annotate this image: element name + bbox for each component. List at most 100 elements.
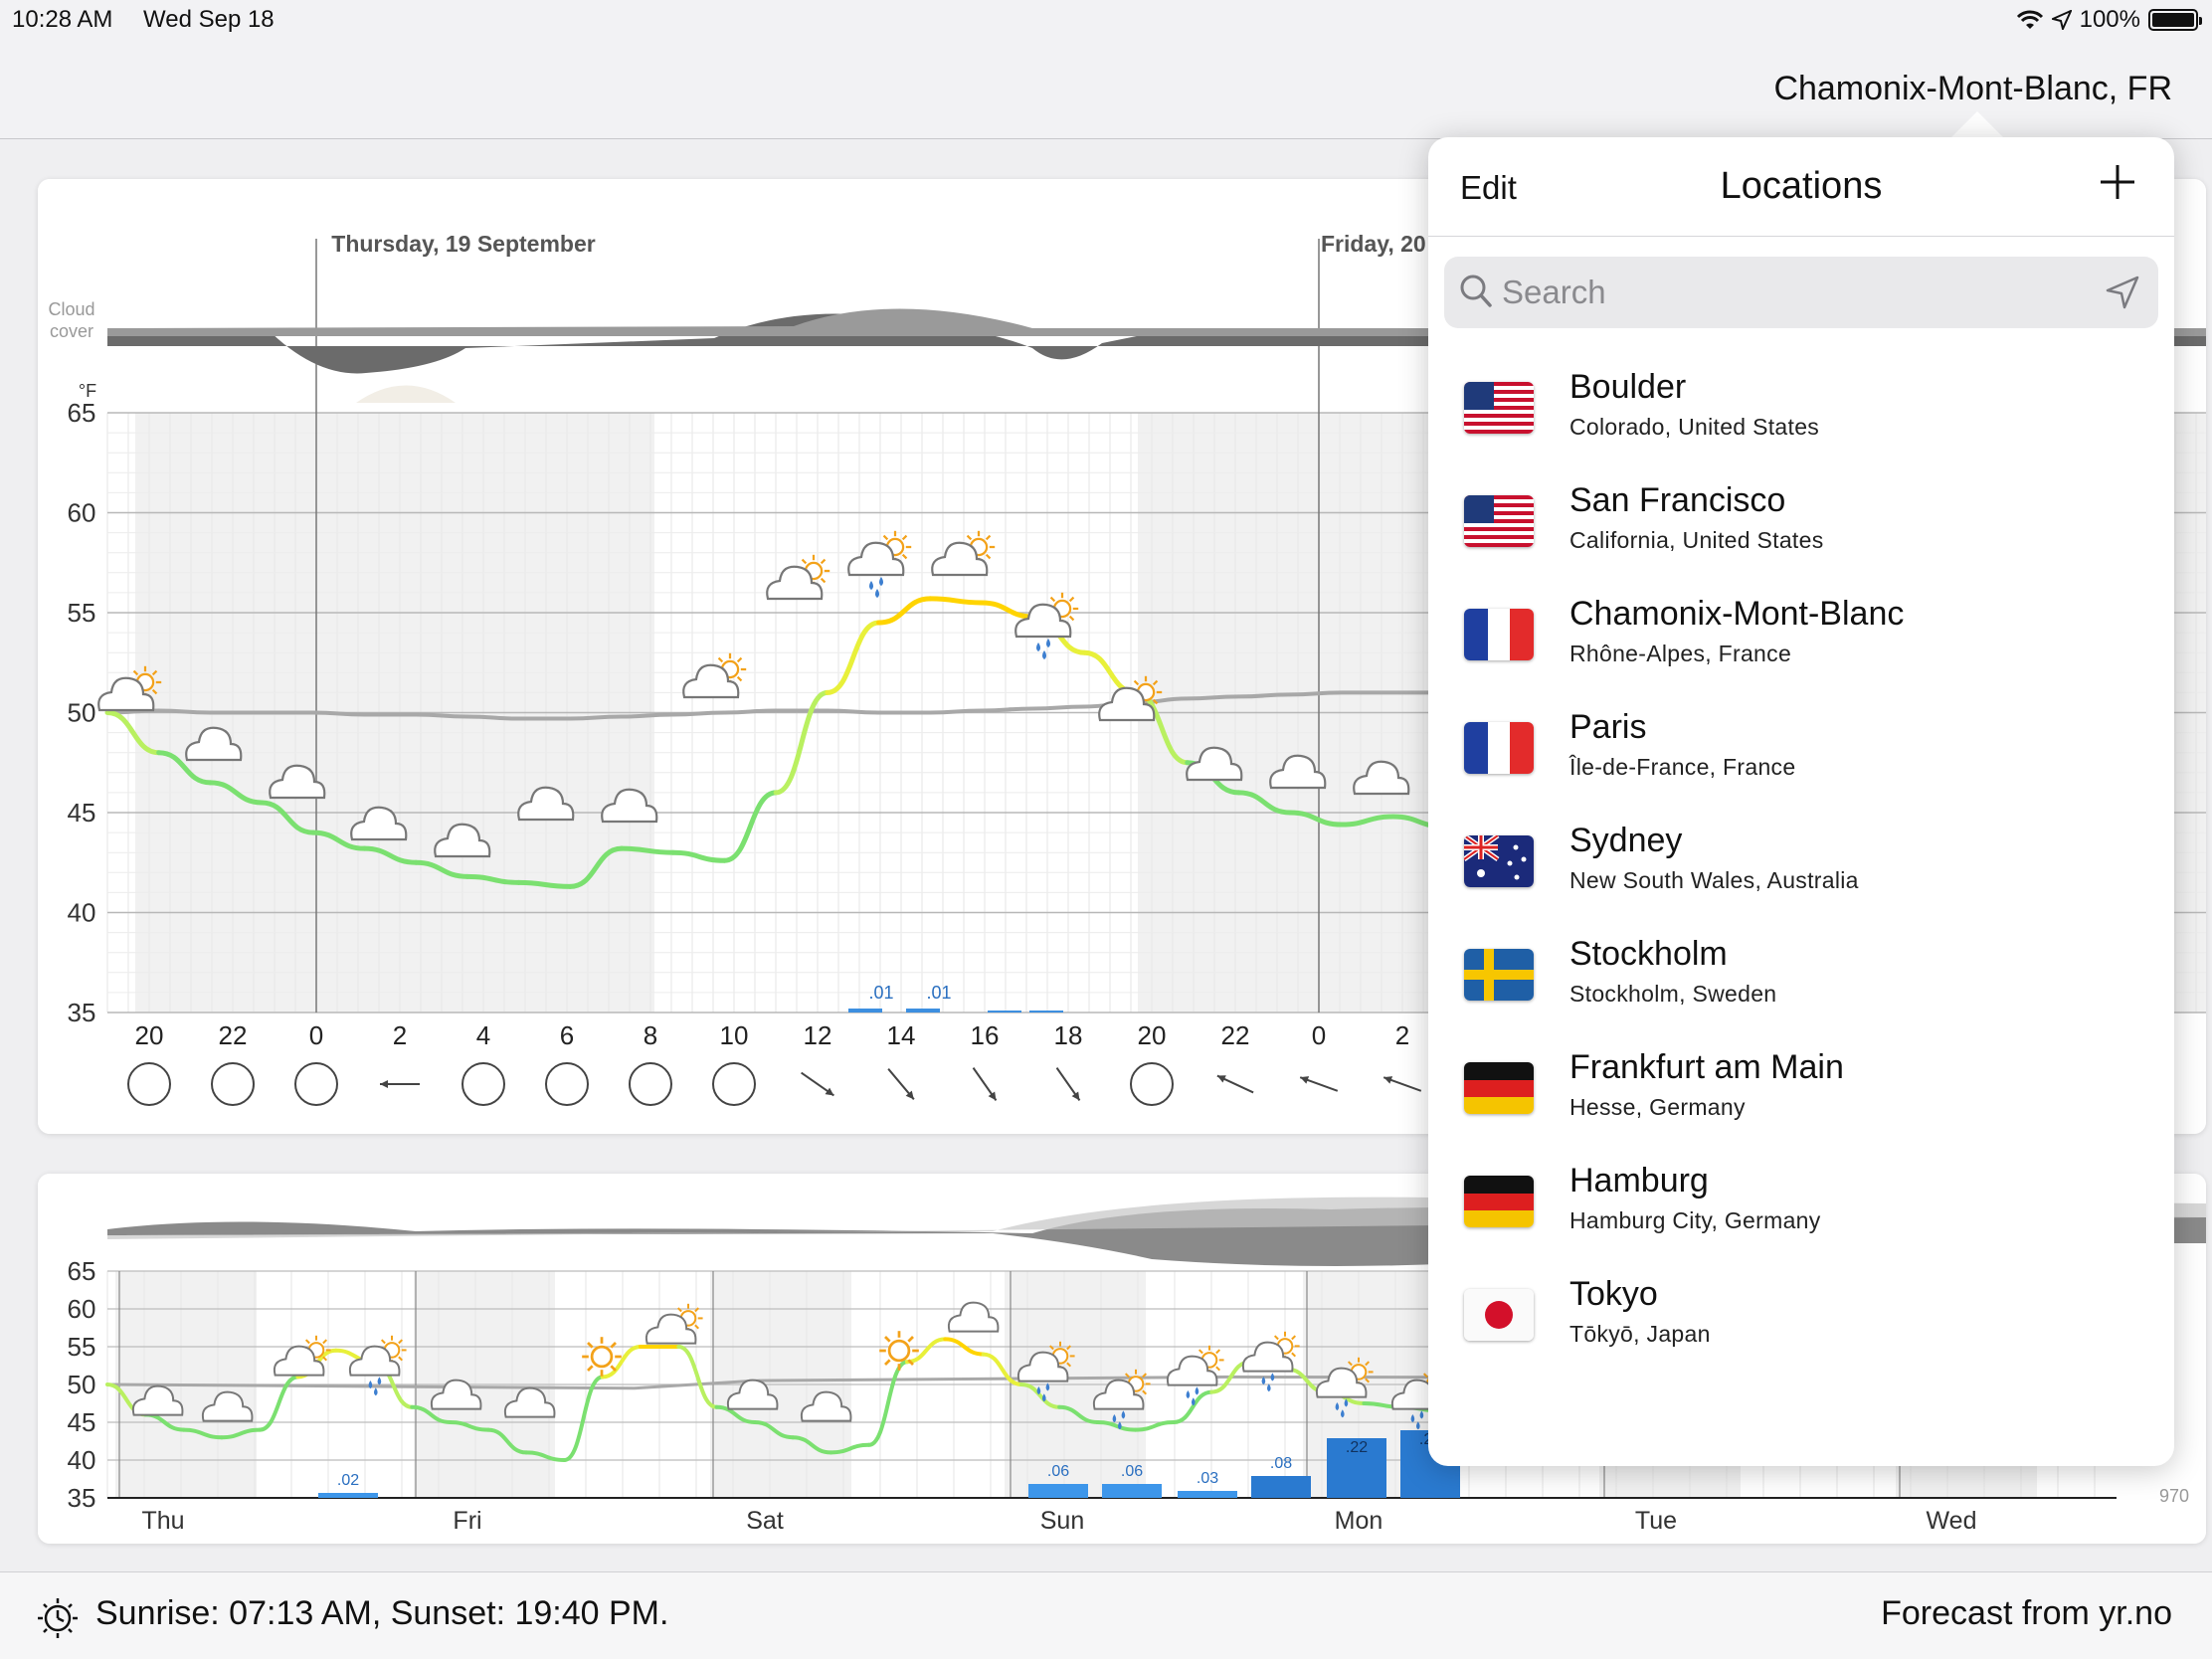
search-icon xyxy=(1460,275,1492,307)
status-date: Wed Sep 18 xyxy=(143,6,275,33)
rain-drops-icon xyxy=(1112,1410,1126,1430)
location-region: Hamburg City, Germany xyxy=(1569,1207,1821,1233)
edit-button[interactable]: Edit xyxy=(1460,169,1517,206)
cloud-icon xyxy=(273,1345,325,1377)
x-tick-label: 20 xyxy=(135,1020,164,1050)
cloud-icon xyxy=(131,1384,184,1416)
location-item[interactable]: Sydney New South Wales, Australia xyxy=(1428,810,2174,923)
precipitation-label: .06 xyxy=(1047,1463,1069,1480)
popover-arrow xyxy=(1949,111,2005,139)
precipitation-bar xyxy=(1029,1011,1063,1013)
location-title[interactable]: Chamonix-Mont-Blanc, FR xyxy=(1773,70,2172,107)
sun-icon xyxy=(582,1337,622,1377)
location-name: Chamonix-Mont-Blanc xyxy=(1569,595,1905,633)
cloud-icon xyxy=(348,1345,401,1377)
location-item[interactable]: San Francisco California, United States xyxy=(1428,469,2174,583)
day-header: Friday, 20 xyxy=(1321,231,1426,257)
cloud-icon xyxy=(1241,1341,1294,1373)
location-region: Stockholm, Sweden xyxy=(1569,981,1777,1007)
rain-drops-icon xyxy=(1410,1410,1424,1430)
location-item[interactable]: Hamburg Hamburg City, Germany xyxy=(1428,1150,2174,1263)
cloud-icon xyxy=(847,541,905,577)
temperature-line xyxy=(721,790,779,863)
rain-partly-cloudy-icon xyxy=(1241,1331,1300,1392)
cloud-icon xyxy=(1166,1355,1218,1386)
fr-flag-icon xyxy=(1464,609,1534,660)
temperature-line xyxy=(825,620,882,695)
location-name: San Francisco xyxy=(1569,481,1786,519)
cloud-icon xyxy=(1353,760,1410,796)
location-region: New South Wales, Australia xyxy=(1569,867,1859,893)
weather-icons xyxy=(97,530,1410,858)
precipitation-label: .08 xyxy=(1270,1455,1292,1472)
temperature-line xyxy=(567,845,625,889)
temperature-line xyxy=(1133,1420,1176,1432)
location-item[interactable]: Stockholm Stockholm, Sweden xyxy=(1428,923,2174,1036)
location-name: Hamburg xyxy=(1569,1162,1709,1199)
popover-header: Edit Locations xyxy=(1428,137,2174,237)
x-tick-label: 6 xyxy=(560,1020,574,1050)
x-tick-label: 16 xyxy=(971,1020,1000,1050)
precipitation-bars: .01 .01 xyxy=(848,983,1063,1013)
precipitation-label: .22 xyxy=(1346,1439,1368,1456)
location-region: Île-de-France, France xyxy=(1569,754,1796,780)
wind-arrow-icon xyxy=(1055,1067,1081,1101)
search-bar[interactable] xyxy=(1444,257,2158,328)
location-item[interactable]: Tokyo Tōkyō, Japan xyxy=(1428,1263,2174,1377)
precipitation-label: .03 xyxy=(1197,1470,1218,1487)
y-tick-label: 50 xyxy=(68,698,96,728)
forecast-source-link[interactable]: Forecast from yr.no xyxy=(1881,1594,2172,1632)
temperature-line xyxy=(259,800,316,835)
se-flag-icon xyxy=(1464,949,1534,1001)
y-tick-label: 35 xyxy=(68,998,96,1027)
precipitation-bar xyxy=(1178,1491,1237,1498)
cloud-icon xyxy=(645,1313,697,1345)
wind-arrow-icon xyxy=(1299,1076,1339,1092)
search-input[interactable] xyxy=(1502,269,2059,316)
location-name: Sydney xyxy=(1569,822,1683,859)
wind-arrow-icon xyxy=(380,1080,420,1088)
us-flag-icon xyxy=(1464,382,1534,434)
temperature-line xyxy=(207,780,265,806)
moon-phase-icon xyxy=(127,1062,171,1106)
location-item[interactable]: Paris Île-de-France, France xyxy=(1428,696,2174,810)
rain-drops-icon xyxy=(1335,1398,1349,1418)
temperature-line xyxy=(464,873,522,885)
temperature-line xyxy=(524,1450,567,1462)
day-header: Thursday, 19 September xyxy=(331,231,595,257)
precipitation-bar xyxy=(1251,1476,1311,1498)
cloud-icon xyxy=(1098,686,1156,722)
location-item[interactable]: Chamonix-Mont-Blanc Rhône-Alpes, France xyxy=(1428,583,2174,696)
y-tick-label: 40 xyxy=(68,1445,96,1475)
temperature-line xyxy=(876,596,933,626)
moon-phase-icon xyxy=(294,1062,338,1106)
partly-cloudy-icon xyxy=(1098,675,1163,722)
y-tick-label: 60 xyxy=(68,498,96,528)
temperature-line xyxy=(1018,1382,1062,1409)
partly-cloudy-icon xyxy=(931,530,996,577)
sun-cycle-icon xyxy=(38,1598,78,1638)
cloud-icon xyxy=(1014,603,1072,639)
x-tick-label: 18 xyxy=(1054,1020,1083,1050)
current-location-icon[interactable] xyxy=(2105,275,2140,310)
cloud-icon xyxy=(1092,1379,1145,1410)
x-tick-label: 4 xyxy=(476,1020,490,1050)
battery-percent: 100% xyxy=(2079,6,2140,33)
moon-phase-icon xyxy=(545,1062,589,1106)
temperature-line xyxy=(156,750,213,786)
cloud-icon xyxy=(601,788,658,824)
location-item[interactable]: Frankfurt am Main Hesse, Germany xyxy=(1428,1036,2174,1150)
x-tick-label: Tue xyxy=(1635,1507,1677,1535)
footer-bar: Sunrise: 07:13 AM, Sunset: 19:40 PM. For… xyxy=(0,1571,2212,1659)
weather-icons xyxy=(131,1301,1449,1430)
cloud-icon xyxy=(682,663,740,699)
navigation-bar: Chamonix-Mont-Blanc, FR xyxy=(0,0,2212,139)
add-location-button[interactable] xyxy=(2093,157,2142,207)
rain-partly-cloudy-icon xyxy=(1092,1369,1151,1430)
x-tick-label: Sun xyxy=(1040,1507,1084,1535)
location-item[interactable]: Boulder Colorado, United States xyxy=(1428,356,2174,469)
temperature-line xyxy=(1287,810,1345,828)
partly-cloudy-icon xyxy=(682,652,747,699)
precipitation-bar xyxy=(1327,1438,1386,1498)
temperature-line xyxy=(752,1420,796,1440)
